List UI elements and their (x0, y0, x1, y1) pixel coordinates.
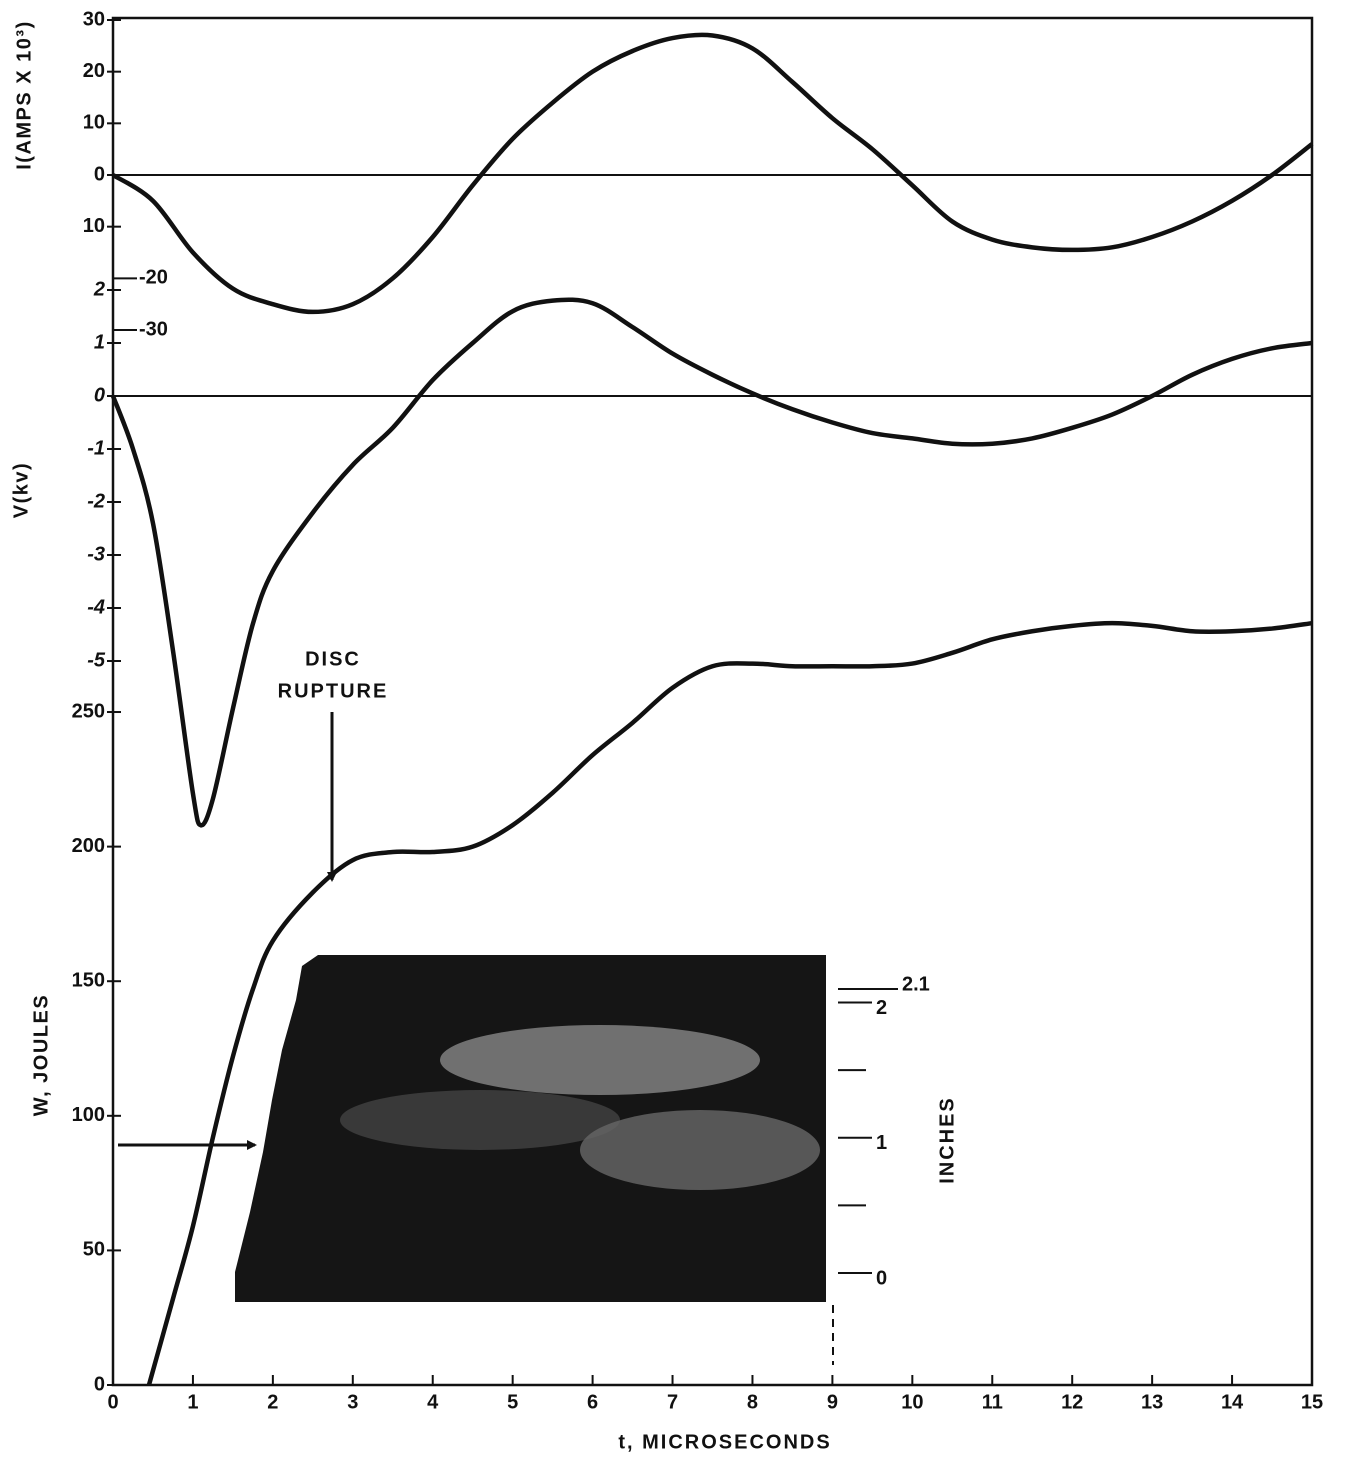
y-tick-label: 50 (83, 1239, 105, 1261)
y-tick-label: -20 (139, 267, 168, 289)
inset-tick-label: 2 (876, 997, 887, 1019)
y-tick-label: 10 (83, 215, 105, 237)
y-tick-label: -2 (87, 490, 105, 512)
x-tick-label: 9 (827, 1391, 838, 1413)
y-tick-label: 0 (94, 384, 105, 406)
y-tick-label: 30 (83, 8, 105, 30)
y-axis-label: V(kv) (10, 462, 32, 518)
inset-tick-label: 0 (876, 1267, 887, 1289)
y-tick-label: 20 (83, 60, 105, 82)
x-tick-label: 12 (1061, 1391, 1083, 1413)
x-axis-label: t, MICROSECONDS (618, 1431, 831, 1453)
inset-tick-label: 2.1 (902, 973, 930, 995)
y-tick-label: 10 (83, 112, 105, 134)
annotation: RUPTURE (278, 680, 389, 702)
y-tick-label: 250 (72, 700, 105, 722)
y-tick-label: 200 (72, 835, 105, 857)
y-tick-label: 150 (72, 969, 105, 991)
y-axis-label: I(AMPS X 10³) (13, 20, 35, 170)
y-tick-label: -3 (87, 543, 105, 565)
x-tick-label: 3 (347, 1391, 358, 1413)
annotation: DISC (305, 648, 361, 670)
x-tick-label: 6 (587, 1391, 598, 1413)
y-tick-label: -4 (87, 596, 105, 618)
y-tick-label: -30 (139, 318, 168, 340)
data-line (111, 32, 1314, 315)
y-tick-label: 0 (94, 163, 105, 185)
y-tick-label: 100 (72, 1104, 105, 1126)
y-tick-label: 1 (94, 331, 105, 353)
x-tick-label: 11 (982, 1391, 1003, 1413)
x-tick-label: 2 (267, 1391, 278, 1413)
y-tick-label: -1 (87, 437, 105, 459)
y-tick-label: -5 (87, 649, 106, 671)
x-tick-label: 14 (1221, 1391, 1244, 1413)
y-tick-label: 0 (94, 1373, 105, 1395)
x-tick-label: 1 (187, 1391, 198, 1413)
photo-streak (580, 1110, 820, 1190)
x-tick-label: 4 (427, 1391, 439, 1413)
x-tick-label: 13 (1141, 1391, 1163, 1413)
y-tick-label: 2 (93, 278, 105, 300)
data-line (110, 297, 1313, 828)
x-tick-label: 0 (107, 1391, 118, 1413)
x-tick-label: 8 (747, 1391, 758, 1413)
inset-axis-label: INCHES (936, 1096, 958, 1184)
plot-frame (111, 16, 1314, 1387)
x-tick-label: 7 (667, 1391, 678, 1413)
x-tick-label: 5 (507, 1391, 518, 1413)
x-tick-label: 10 (901, 1391, 923, 1413)
y-axis-label: W, JOULES (30, 994, 52, 1116)
inset-tick-label: 1 (876, 1132, 887, 1154)
x-tick-label: 15 (1301, 1391, 1323, 1413)
photo-streak (340, 1090, 620, 1150)
photo-streak (440, 1025, 760, 1095)
data-line (146, 620, 1313, 1386)
